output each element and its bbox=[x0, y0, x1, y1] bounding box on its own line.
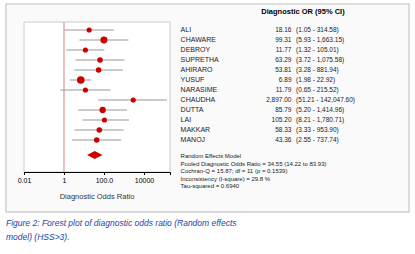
x-tick-label: 100.0 bbox=[96, 177, 114, 184]
data-label: 58.33 bbox=[275, 126, 292, 133]
data-label: 2,897.00 bbox=[266, 96, 292, 103]
x-tick-mark bbox=[24, 172, 25, 175]
point bbox=[131, 97, 136, 102]
x-tick: 10000 bbox=[135, 172, 155, 184]
x-axis-title: Diagnostic Odds Ratio bbox=[60, 192, 135, 201]
data-label: 43.36 bbox=[275, 136, 292, 143]
data-label: 6.89 bbox=[279, 76, 292, 83]
point bbox=[100, 37, 107, 44]
footer: Random Effects Model Pooled Diagnostic Od… bbox=[181, 153, 327, 189]
data-label: 99.31 bbox=[275, 36, 292, 43]
ci-label: (3.72 - 1,075.58) bbox=[296, 56, 344, 64]
study-name: YUSUF bbox=[181, 76, 205, 83]
plot-area bbox=[60, 22, 167, 172]
data-label: 18.16 bbox=[275, 26, 292, 33]
point bbox=[97, 57, 103, 63]
x-tick-label: 1 bbox=[63, 177, 67, 184]
x-tick-mark bbox=[64, 172, 65, 175]
study-name: NARASIME bbox=[181, 86, 218, 93]
footer-line: Cochran-Q = 15.87; df = 11 (p = 0.1539) bbox=[181, 168, 288, 174]
ci-label: (3.33 - 953.90) bbox=[296, 126, 339, 134]
caption-line: Figure 2: Forest plot of diagnostic odds… bbox=[6, 218, 237, 228]
x-tick-mark bbox=[144, 172, 145, 175]
x-tick-label: 10000 bbox=[135, 177, 155, 184]
ci-label: (3.28 - 881.94) bbox=[296, 66, 339, 74]
caption: Figure 2: Forest plot of diagnostic odds… bbox=[6, 218, 237, 242]
study-name: SUPRETHA bbox=[181, 56, 219, 63]
footer-line: Inconsistency (I-square) = 29.8 % bbox=[181, 176, 271, 182]
study-name: CHAUDHA bbox=[181, 96, 216, 103]
data-label: 53.81 bbox=[275, 66, 292, 73]
data-label: 11.77 bbox=[276, 46, 292, 53]
study-name: LAI bbox=[181, 116, 192, 123]
caption-line: model) (HSS>3). bbox=[6, 232, 70, 242]
point bbox=[102, 117, 107, 122]
x-axis-line bbox=[25, 173, 171, 176]
point bbox=[83, 47, 88, 52]
ci-label: (1.05 - 314.58) bbox=[296, 26, 339, 34]
row-labels: ALI CHAWARE DEBROY SUPRETHA AHIRARO YUSUF NARA… bbox=[181, 26, 355, 144]
point bbox=[94, 137, 100, 143]
footer-line: Random Effects Model bbox=[181, 153, 242, 159]
ci-label: (1.32 - 105.01) bbox=[296, 46, 339, 54]
x-tick: 0.01 bbox=[18, 172, 32, 184]
column-header: Diagnostic OR (95% CI) bbox=[261, 7, 345, 16]
x-tick: 100.0 bbox=[96, 172, 114, 184]
data-label: 105.20 bbox=[272, 116, 292, 123]
ci-label: (1.98 - 22.92) bbox=[296, 76, 335, 84]
x-axis: 0.01 1 100.0 10000 bbox=[18, 172, 171, 184]
reference-line bbox=[63, 22, 64, 172]
footer-line: Tau-squared = 0.6940 bbox=[181, 183, 240, 189]
plot-frame bbox=[24, 22, 170, 172]
point bbox=[99, 107, 105, 113]
point bbox=[77, 76, 85, 84]
study-name: MANOJ bbox=[181, 136, 206, 143]
footer-line: Pooled Diagnostic Odds Ratio = 34.55 (14… bbox=[181, 161, 327, 167]
data-label: 11.79 bbox=[276, 86, 292, 93]
ci-label: (5.93 - 1,663.15) bbox=[296, 36, 344, 44]
point bbox=[87, 27, 92, 32]
chart: 0.01 1 100.0 10000 Diagnostic Odds Ratio Diag… bbox=[0, 0, 415, 254]
ci-label: (5.20 - 1,414.96) bbox=[296, 106, 344, 114]
x-tick-mark bbox=[104, 172, 105, 175]
ci-label: (2.55 - 737.74) bbox=[296, 136, 339, 144]
pooled-diamond bbox=[87, 151, 102, 159]
x-tick: 1 bbox=[63, 172, 67, 184]
study-name: DUTTA bbox=[181, 106, 204, 113]
data-label: 85.79 bbox=[275, 106, 292, 113]
ci-label: (51.21 - 142,047.60) bbox=[296, 96, 355, 104]
study-name: MAKKAR bbox=[181, 126, 211, 133]
point bbox=[96, 67, 102, 73]
x-tick-label: 0.01 bbox=[18, 177, 32, 184]
panel bbox=[6, 4, 409, 212]
study-name: CHAWARE bbox=[181, 36, 217, 43]
point bbox=[97, 127, 103, 133]
study-name: DEBROY bbox=[181, 46, 211, 53]
ci-label: (8.21 - 1,780.71) bbox=[296, 116, 344, 124]
point bbox=[83, 87, 88, 92]
ci-label: (0.65 - 215.52) bbox=[296, 86, 339, 94]
study-name: AHIRARO bbox=[181, 66, 213, 73]
data-label: 63.29 bbox=[275, 56, 292, 63]
study-name: ALI bbox=[181, 26, 192, 33]
